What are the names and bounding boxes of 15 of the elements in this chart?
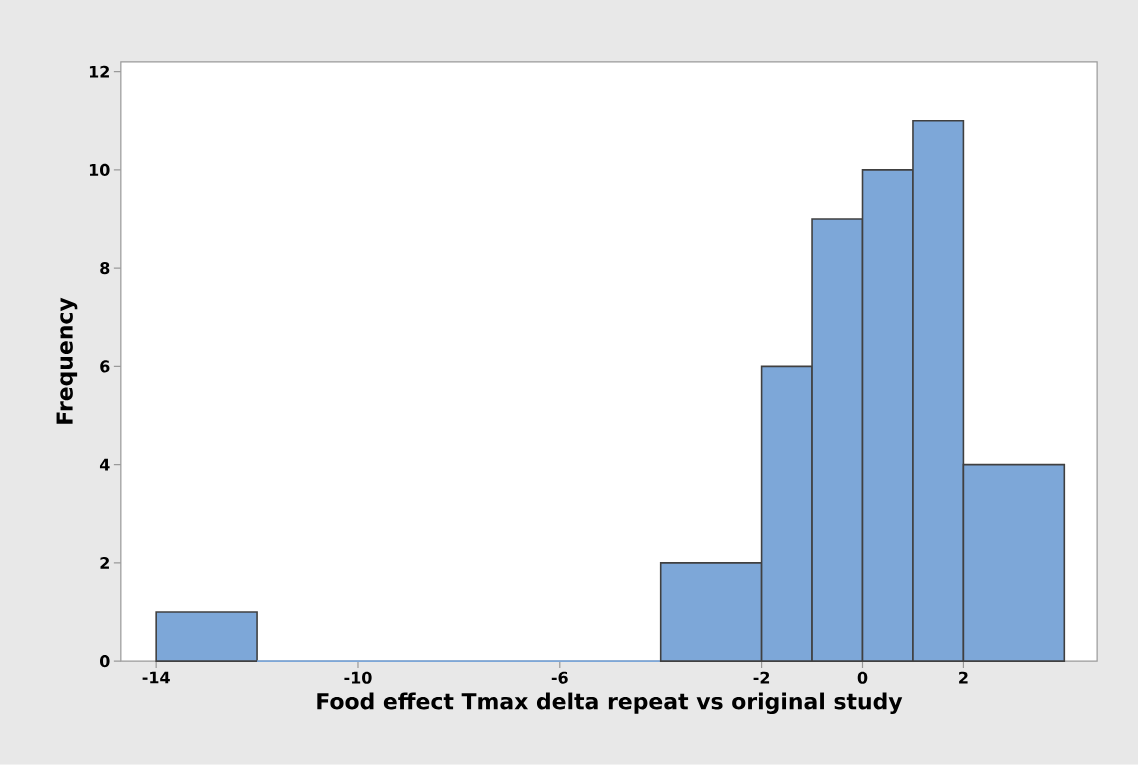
x-tick-label: 2 [959,671,968,684]
y-tick-label: 2 [100,557,109,569]
x-tick-label: -6 [551,671,568,684]
x-tick-label: -2 [753,671,770,684]
y-axis-title: Frequency [56,297,78,424]
x-tick-label: -10 [344,671,372,684]
y-tick-label: 12 [89,65,109,78]
y-tick-label: 6 [100,360,110,373]
y-tick-label: 4 [99,458,110,471]
y-tick-label: 0 [100,655,110,668]
y-tick-label: 8 [100,262,110,275]
x-axis-title: Food effect Tmax delta repeat vs original study [317,692,903,715]
x-tick-label: -14 [142,671,170,684]
x-tick-label: 0 [857,671,868,684]
y-tick-label: 10 [89,163,110,176]
